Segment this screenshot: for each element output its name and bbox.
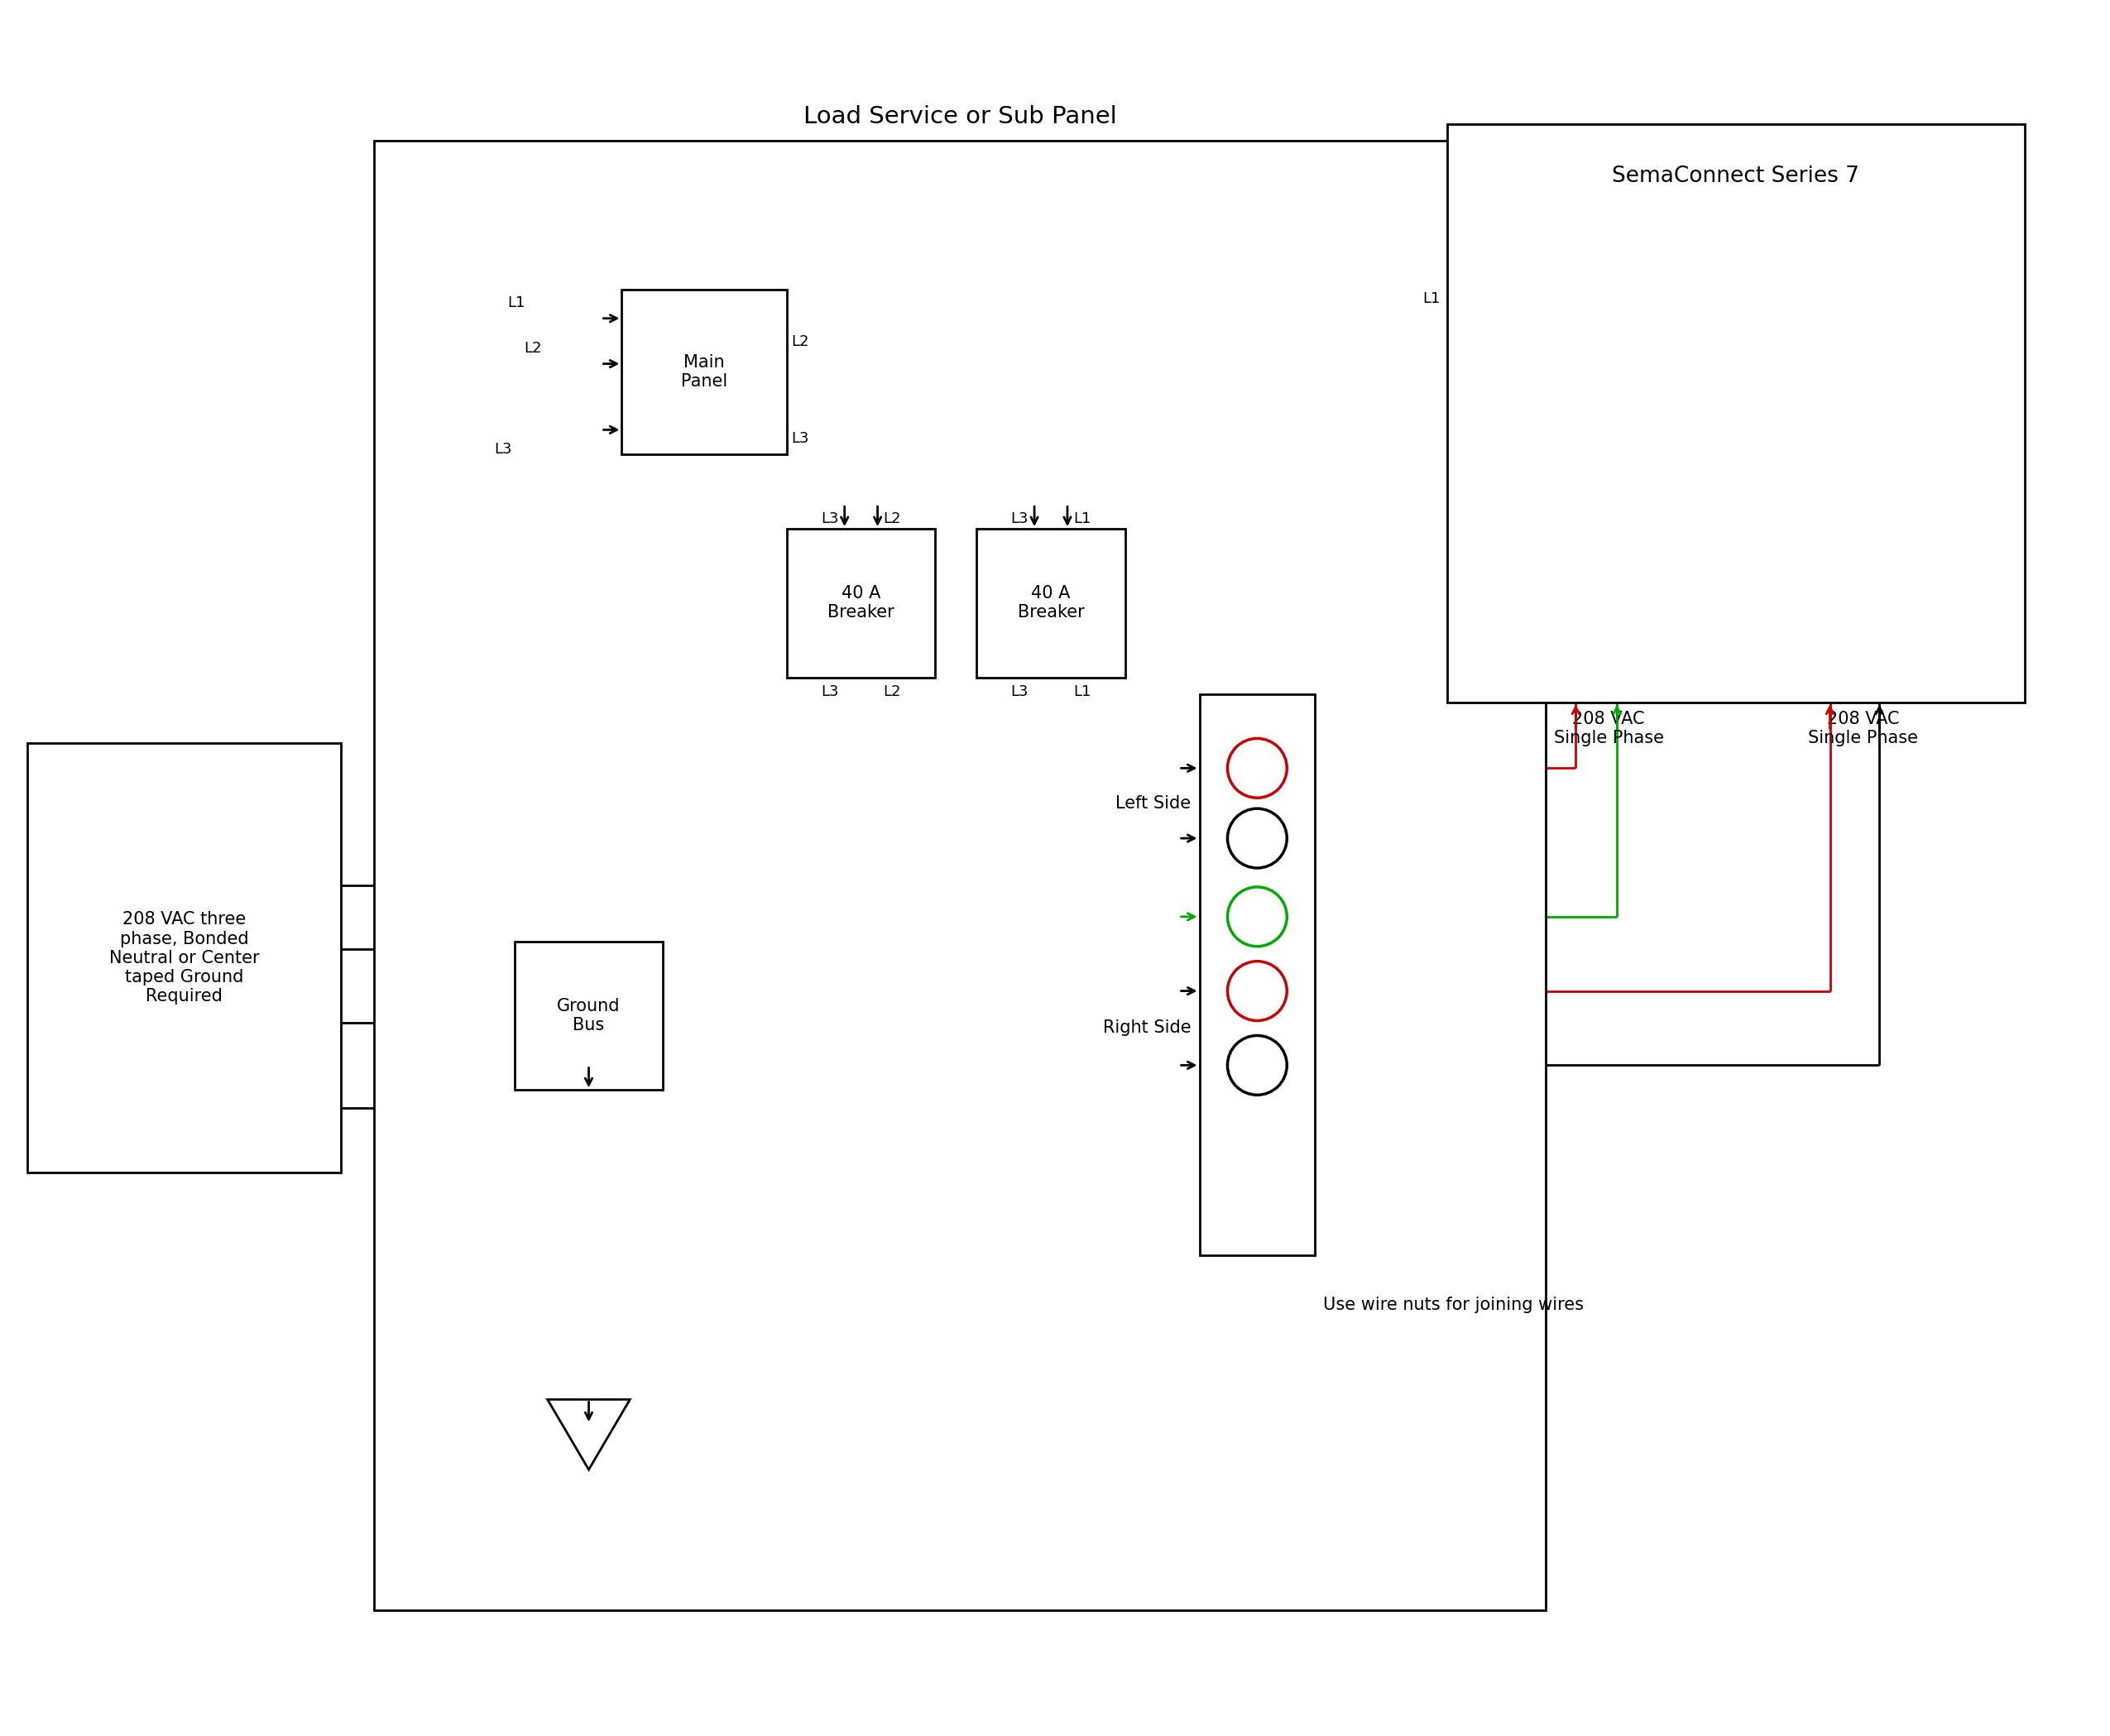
Text: 40 A
Breaker: 40 A Breaker [827,585,895,621]
Bar [373,141,1547,1609]
Text: L1: L1 [1074,512,1091,526]
Text: Left Side: Left Side [1116,795,1192,811]
Text: L3: L3 [821,684,840,700]
Bar [977,529,1125,677]
Text: Right Side: Right Side [1104,1019,1192,1036]
Text: L3: L3 [1011,684,1028,700]
Text: SemaConnect Series 7: SemaConnect Series 7 [1612,165,1859,187]
Text: 40 A
Breaker: 40 A Breaker [1017,585,1085,621]
Bar [515,941,663,1090]
Text: L3: L3 [791,432,808,446]
Text: L2: L2 [884,684,901,700]
Text: L2: L2 [791,333,808,349]
Bar [787,529,935,677]
Bar [1447,125,2026,701]
Text: 208 VAC
Single Phase: 208 VAC Single Phase [1808,710,1918,746]
Text: L1: L1 [509,295,525,311]
Bar [1198,694,1315,1255]
Circle shape [1228,887,1287,946]
Circle shape [1228,809,1287,868]
Text: 208 VAC
Single Phase: 208 VAC Single Phase [1553,710,1665,746]
Text: Load Service or Sub Panel: Load Service or Sub Panel [804,106,1116,128]
Text: L3: L3 [821,512,840,526]
Text: L2: L2 [884,512,901,526]
Bar [27,743,342,1172]
Circle shape [1228,1036,1287,1095]
Text: L3: L3 [494,443,511,457]
Circle shape [1228,962,1287,1021]
Text: 208 VAC three
phase, Bonded
Neutral or Center
taped Ground
Required: 208 VAC three phase, Bonded Neutral or C… [110,911,260,1005]
Text: Use wire nuts for joining wires: Use wire nuts for joining wires [1323,1297,1585,1312]
Text: Ground
Bus: Ground Bus [557,998,620,1033]
Text: L1: L1 [1422,292,1441,306]
Text: Main
Panel: Main Panel [682,354,728,391]
Text: L2: L2 [523,340,542,356]
Text: L3: L3 [1011,512,1028,526]
Text: L1: L1 [1074,684,1091,700]
Bar [622,290,787,455]
Circle shape [1228,738,1287,799]
